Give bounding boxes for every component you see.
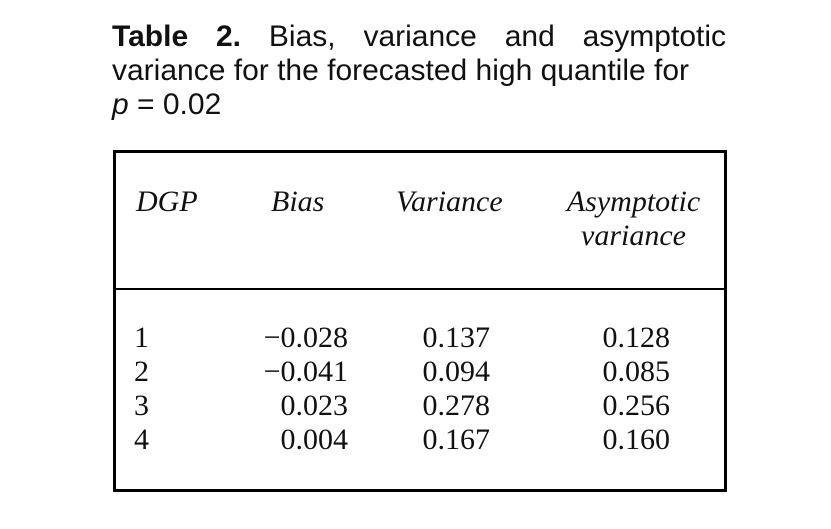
cell-variance: 0.137 <box>422 321 491 354</box>
cell-bias: −0.028 <box>263 321 348 354</box>
caption-line-3: p = 0.02 <box>112 88 726 122</box>
cell-variance: 0.278 <box>422 389 491 422</box>
caption-text-line-1: Bias, variance and asymptotic <box>268 20 727 53</box>
header-asymptotic-variance: Asymptotic variance <box>551 185 716 253</box>
caption-p-symbol: p <box>112 88 129 121</box>
caption-line-1: Table 2. Bias, variance and asymptotic <box>112 20 726 54</box>
cell-bias: 0.004 <box>280 423 349 456</box>
caption-label: Table 2. <box>112 20 242 53</box>
cell-asymptotic-variance: 0.160 <box>602 423 671 456</box>
header-asymptotic-line-2: variance <box>581 219 686 252</box>
table-body: 1 −0.028 0.137 0.128 2 −0.041 0.094 0.08… <box>116 321 724 457</box>
cell-asymptotic-variance: 0.256 <box>602 389 671 422</box>
table-caption: Table 2. Bias, variance and asymptotic v… <box>112 20 726 122</box>
results-table: DGP Bias Variance Asymptotic variance 1 … <box>113 150 727 492</box>
table-row: 1 −0.028 0.137 0.128 <box>116 321 724 355</box>
cell-dgp: 4 <box>134 423 149 456</box>
cell-bias: 0.023 <box>280 389 349 422</box>
table-row: 2 −0.041 0.094 0.085 <box>116 355 724 389</box>
cell-variance: 0.167 <box>422 423 491 456</box>
cell-asymptotic-variance: 0.128 <box>602 321 671 354</box>
header-bias: Bias <box>271 185 325 218</box>
cell-bias: −0.041 <box>263 355 348 388</box>
cell-asymptotic-variance: 0.085 <box>602 355 671 388</box>
header-asymptotic-line-1: Asymptotic <box>566 185 701 218</box>
cell-dgp: 2 <box>134 355 149 388</box>
cell-dgp: 1 <box>134 321 149 354</box>
header-variance: Variance <box>396 185 503 218</box>
cell-dgp: 3 <box>134 389 149 422</box>
cell-variance: 0.094 <box>422 355 491 388</box>
header-dgp: DGP <box>136 185 198 218</box>
caption-p-value: = 0.02 <box>128 88 222 121</box>
table-row: 4 0.004 0.167 0.160 <box>116 423 724 457</box>
table-row: 3 0.023 0.278 0.256 <box>116 389 724 423</box>
caption-text-line-2: variance for the forecasted high quantil… <box>112 54 690 87</box>
header-rule <box>116 288 724 290</box>
